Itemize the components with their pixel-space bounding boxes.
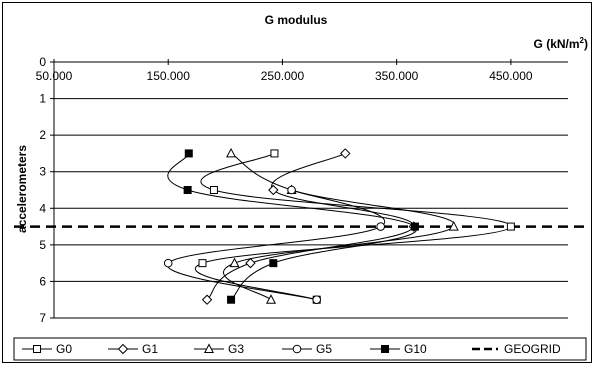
series-group [163,147,515,305]
x-axis-unit-label: G (kN/m2) [534,36,588,51]
y-tick-label-3: 3 [39,165,46,179]
y-tick-label-4: 4 [39,201,46,215]
chart-title: G modulus [265,13,328,27]
x-tick-label-250: 250.000 [261,69,305,83]
legend-label-geogrid: GEOGRID [504,342,561,356]
legend-label-g5: G5 [316,342,332,356]
legend-label-g0: G0 [56,342,72,356]
data-point-g1-4 [245,257,256,269]
data-point-g0-1 [270,149,279,158]
data-point-g3-3 [448,220,459,231]
data-point-g1-1 [340,148,351,159]
series-g5 [163,185,385,305]
x-tick-label-450: 450.000 [489,69,533,83]
x-axis-ticks: 50.000 150.000 250.000 350.000 450.000 [36,59,533,83]
data-point-g5-4 [312,295,322,305]
data-point-g5-3 [163,258,173,268]
y-tick-label-0: 0 [39,55,46,69]
data-point-g10-2 [183,186,192,194]
data-point-g0-3 [506,222,515,231]
x-tick-label-350: 350.000 [375,69,419,83]
data-point-g5-1 [287,185,296,195]
legend-swatch-marker-g10 [381,345,389,353]
legend-swatch-marker-g3 [203,343,215,353]
legend-label-g10: G10 [404,342,427,356]
legend-swatch-marker-g1 [117,343,129,355]
y-axis-title: accelerometers [15,145,29,233]
y-tick-label-6: 6 [39,274,46,288]
series-g10 [167,149,419,304]
data-point-g5-2 [376,222,385,231]
legend-label-g1: G1 [142,342,158,356]
gridlines [54,61,568,319]
legend-swatch-marker-g0 [33,345,41,353]
x-unit-text: G (kN/m [534,37,580,51]
data-point-g1-2 [268,184,279,196]
series-line-g5 [167,189,385,301]
data-point-g3-5 [265,294,277,304]
legend-label-g3: G3 [228,342,244,356]
data-point-g0-4 [198,259,207,268]
data-point-g10-4 [269,259,278,268]
y-tick-label-1: 1 [39,92,46,106]
legend: G0 G1 G3 G5 G10 GEOGRID [22,342,561,356]
data-point-g10-5 [227,295,236,304]
data-point-g10-3 [410,222,419,231]
data-point-g10-1 [184,149,193,158]
y-axis-ticks: 0 1 2 3 4 5 6 7 [39,55,54,325]
x-tick-label-150: 150.000 [147,69,191,83]
y-tick-label-2: 2 [39,128,46,142]
x-unit-superscript: 2 [580,36,585,45]
legend-swatch-marker-g5 [292,344,302,354]
data-point-g0-2 [209,186,218,194]
data-point-g3-1 [226,147,237,158]
data-point-g3-4 [229,257,240,268]
x-unit-close: ) [584,37,588,51]
y-tick-label-5: 5 [39,238,46,252]
y-tick-label-7: 7 [39,311,46,325]
data-point-g1-5 [201,294,213,305]
